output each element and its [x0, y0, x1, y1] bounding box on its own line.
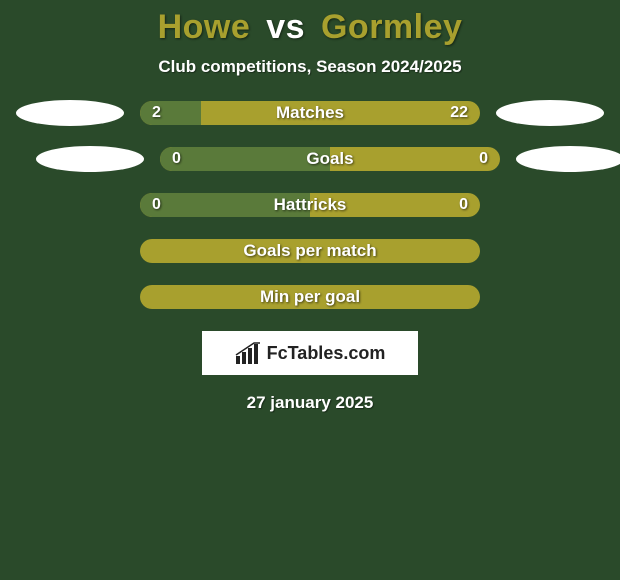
stat-row: 0Hattricks0 [0, 193, 620, 217]
stat-right-value: 22 [450, 101, 468, 125]
player1-name: Howe [158, 8, 251, 46]
chart-icon [235, 342, 261, 364]
stat-bar: 0Hattricks0 [140, 193, 480, 217]
date-text: 27 january 2025 [0, 393, 620, 413]
stat-right-value: 0 [459, 193, 468, 217]
brand-text: FcTables.com [267, 343, 386, 364]
comparison-card: Howe vs Gormley Club competitions, Seaso… [0, 0, 620, 413]
bar-left-fill [160, 147, 330, 171]
stat-right-value: 0 [479, 147, 488, 171]
stat-row: Goals per match [0, 239, 620, 263]
stat-bar: Min per goal [140, 285, 480, 309]
stat-label: Min per goal [140, 285, 480, 309]
stat-row: 0Goals0 [0, 147, 620, 171]
stat-bar: Goals per match [140, 239, 480, 263]
stat-bar: 2Matches22 [140, 101, 480, 125]
stat-row: 2Matches22 [0, 101, 620, 125]
player1-avatar [16, 100, 124, 126]
player1-avatar [36, 146, 144, 172]
player2-name: Gormley [321, 8, 462, 46]
stat-bar: 0Goals0 [160, 147, 500, 171]
player2-avatar [496, 100, 604, 126]
brand-logo: FcTables.com [202, 331, 418, 375]
stat-row: Min per goal [0, 285, 620, 309]
stat-left-value: 2 [152, 101, 161, 125]
player2-avatar [516, 146, 620, 172]
stats-list: 2Matches22 0Goals0 0Hattricks0 Goals per ma… [0, 101, 620, 309]
subtitle: Club competitions, Season 2024/2025 [0, 57, 620, 77]
stat-left-value: 0 [152, 193, 161, 217]
bar-left-fill [140, 101, 201, 125]
page-title: Howe vs Gormley [0, 8, 620, 47]
vs-text: vs [266, 8, 305, 46]
stat-left-value: 0 [172, 147, 181, 171]
stat-label: Goals per match [140, 239, 480, 263]
bar-left-fill [140, 193, 310, 217]
